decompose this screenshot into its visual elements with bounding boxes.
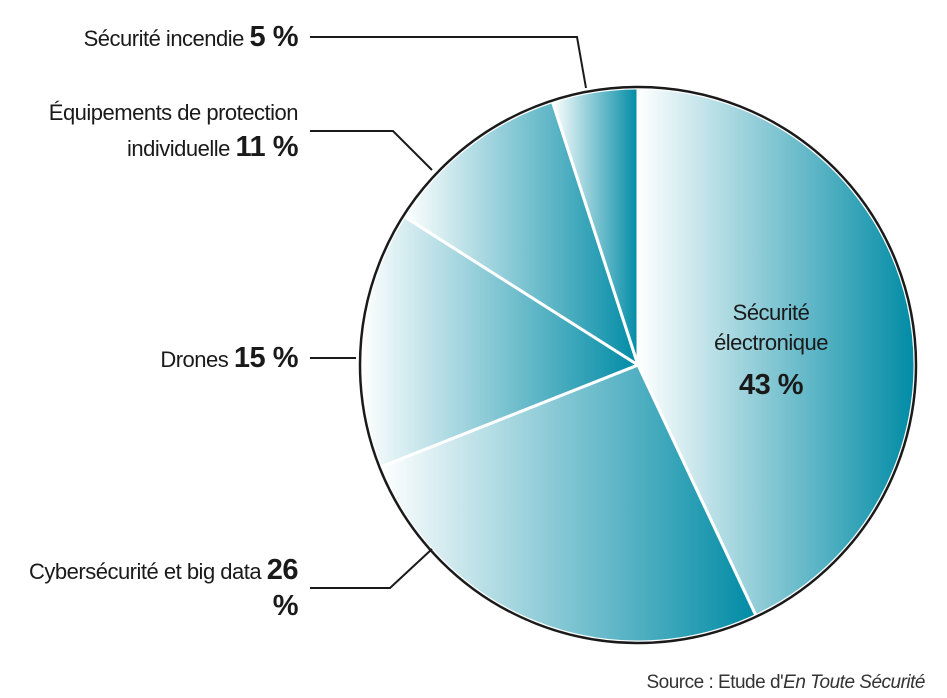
slice-label: Sécurité électronique 43 %: [686, 298, 856, 400]
slice-label: Cybersécurité et big data 26 %: [0, 553, 298, 625]
source-title: En Toute Sécurité: [783, 672, 925, 693]
slice-value: 43 %: [738, 369, 804, 401]
slice-name: Équipements de protection individuelle: [48, 100, 299, 161]
pie-outline: [358, 85, 918, 645]
source-prefix: Source : Etude d': [646, 672, 784, 693]
slice-label: Sécurité incendie 5 %: [0, 20, 299, 56]
slice-name: Cybersécurité et big data: [29, 559, 262, 584]
slice-value: 11 %: [235, 131, 299, 163]
slice-value: 26 %: [266, 554, 299, 622]
slice-label: Drones 15 %: [0, 341, 298, 377]
leader-line: [310, 130, 433, 171]
slice-name: Sécurité incendie: [83, 26, 245, 51]
slice-name: Drones: [160, 347, 229, 372]
leader-lines: [310, 36, 587, 589]
source: Source : Etude d'En Toute Sécurité: [646, 672, 925, 694]
slice-label: Équipements de protection individuelle 1…: [0, 96, 299, 166]
slice-value: 5 %: [249, 21, 299, 53]
slice-name: Sécurité électronique: [714, 300, 828, 355]
leader-line: [310, 36, 587, 89]
leader-line: [310, 548, 433, 589]
slice-value: 15 %: [233, 342, 299, 374]
